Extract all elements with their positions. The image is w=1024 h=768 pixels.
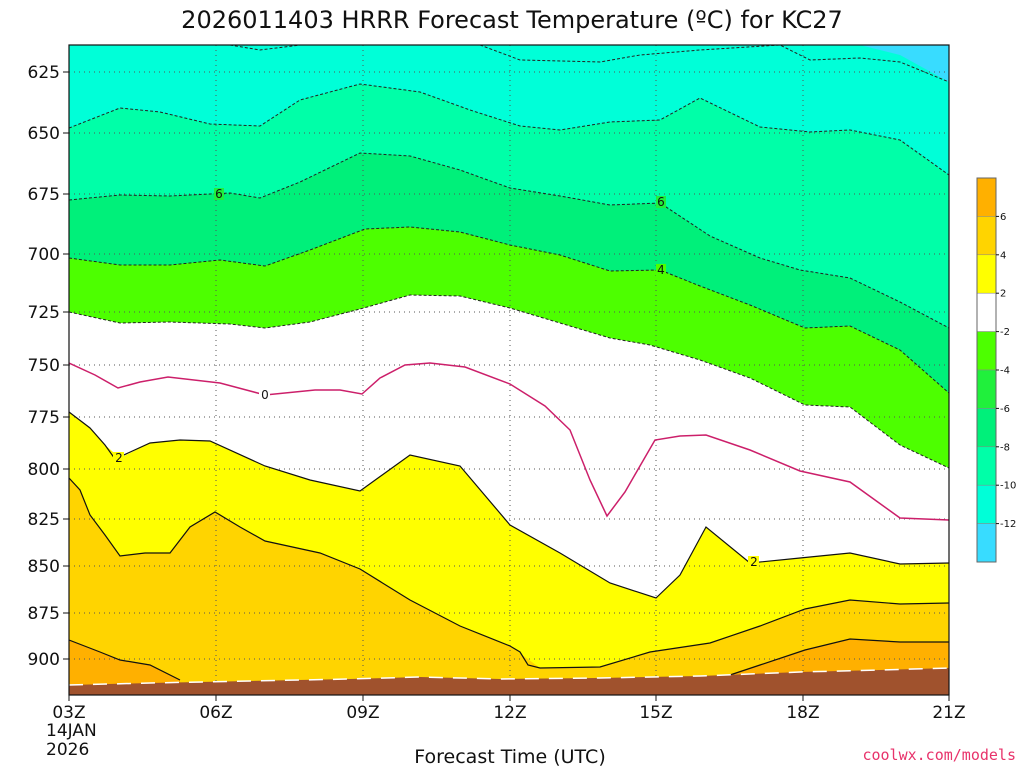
- band-plus4: [69, 478, 949, 695]
- colorbar-swatch: [976, 254, 997, 294]
- chart-title: 2026011403 HRRR Forecast Temperature (ºC…: [181, 6, 843, 34]
- gridlines: [69, 45, 949, 695]
- x-start-date-line1: 14JAN: [46, 721, 97, 741]
- y-tick-label: 650: [28, 124, 60, 144]
- contour-label-2b: 2: [750, 555, 758, 569]
- x-tick-label: 18Z: [786, 703, 819, 723]
- y-tick-label: 775: [28, 408, 60, 428]
- contour-label-6b: 6: [657, 195, 665, 209]
- contour-label-2a: 2: [115, 451, 123, 465]
- y-tick-label: 825: [28, 510, 60, 530]
- colorbar-swatch: [976, 523, 997, 563]
- y-tick-label: 800: [28, 460, 60, 480]
- dashed-contours: [69, 45, 949, 469]
- colorbar-tick-label: -8: [1000, 442, 1010, 453]
- ground-edge: [69, 667, 949, 686]
- y-tick-label: 850: [28, 557, 60, 577]
- colorbar-swatch: [976, 484, 997, 524]
- band-cyan: [860, 45, 949, 82]
- y-tick-label: 875: [28, 604, 60, 624]
- colorbar: 6 4 2 -2 -4 -6 -8 -10 -12: [976, 177, 1016, 563]
- credit-text[interactable]: coolwx.com/models: [862, 746, 1016, 764]
- colorbar-swatch: [976, 292, 997, 332]
- colorbar-tick-label: 2: [1000, 289, 1006, 300]
- solid-contours: [69, 411, 949, 681]
- x-tick-label: 09Z: [346, 703, 379, 723]
- x-axis-label: Forecast Time (UTC): [414, 746, 605, 768]
- x-tick-label: 03Z: [52, 703, 85, 723]
- y-tick-label: 900: [28, 650, 60, 670]
- y-tick-label: 675: [28, 185, 60, 205]
- colorbar-tick-label: -4: [1000, 366, 1010, 377]
- colorbar-swatch: [976, 369, 997, 409]
- colorbar-swatch: [976, 331, 997, 371]
- contour-labels: 6 6 4 0 2 2: [113, 187, 759, 569]
- plot-frame: [68, 44, 950, 696]
- colorbar-tick-label: -6: [1000, 404, 1010, 415]
- x-axis: 03Z 06Z 09Z 12Z 15Z 18Z 21Z: [52, 695, 966, 723]
- y-tick-label: 625: [28, 63, 60, 83]
- plot-area: 6 6 4 0 2 2: [69, 45, 949, 695]
- contour-label-0: 0: [261, 388, 269, 402]
- ground-terrain: [69, 668, 949, 695]
- y-tick-label: 725: [28, 303, 60, 323]
- x-tick-label: 15Z: [639, 703, 672, 723]
- x-start-date-line2: 2026: [46, 740, 89, 760]
- contour-label-6a: 6: [215, 187, 223, 201]
- y-tick-label: 700: [28, 245, 60, 265]
- colorbar-swatch: [976, 177, 997, 217]
- colorbar-tick-label: -12: [1000, 519, 1016, 530]
- contour-label-4: 4: [657, 263, 665, 277]
- colorbar-tick-label: 6: [1000, 212, 1006, 223]
- zero-contour: [69, 362, 949, 521]
- y-axis: 625 650 675 700 725 750 775 800 825 850 875 900: [28, 63, 69, 670]
- y-tick-label: 750: [28, 356, 60, 376]
- colorbar-swatch: [976, 408, 997, 448]
- colorbar-tick-label: 4: [1000, 250, 1006, 261]
- colorbar-tick-label: -2: [1000, 327, 1010, 338]
- colorbar-swatch: [976, 446, 997, 486]
- colorbar-swatch: [976, 216, 997, 256]
- x-tick-label: 06Z: [199, 703, 232, 723]
- colorbar-tick-label: -10: [1000, 481, 1016, 492]
- x-tick-label: 21Z: [932, 703, 965, 723]
- x-tick-label: 12Z: [493, 703, 526, 723]
